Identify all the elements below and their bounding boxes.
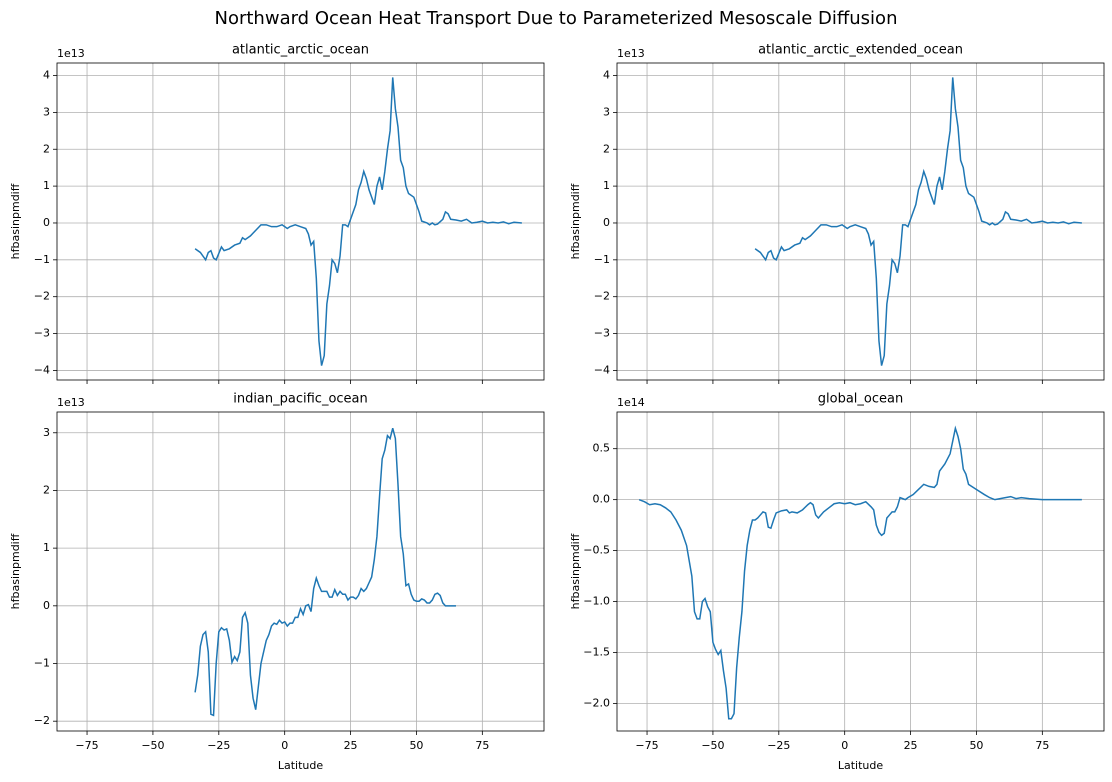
axes-frame [56,62,545,381]
y-tick-label: −1 [34,657,50,670]
x-tick-label: −25 [767,739,790,752]
y-tick-label: 1 [603,179,610,192]
y-tick-label: 3 [43,105,50,118]
data-line [194,427,456,717]
x-axis-label: Latitude [838,759,884,772]
y-axis-label: hfbasinpmdiff [9,533,22,609]
offset-label: 1e13 [57,396,85,409]
subplot-title: global_ocean [818,392,903,407]
y-tick-label: −3 [594,327,610,340]
y-tick-label: −2 [594,290,610,303]
data-line [638,425,1082,720]
x-tick-label: −75 [635,739,658,752]
x-tick-label: −75 [75,739,98,752]
y-tick-label: −4 [594,363,610,376]
y-tick-label: −2 [34,714,50,727]
figure-title: Northward Ocean Heat Transport Due to Pa… [215,8,898,29]
y-tick-label: 1 [43,179,50,192]
y-tick-label: −4 [34,363,50,376]
y-tick-label: 0 [603,216,610,229]
y-tick-label: −3 [34,327,50,340]
x-tick-label: 0 [841,739,848,752]
y-axis-label: hfbasinpmdiff [9,183,22,259]
y-tick-label: 4 [603,69,610,82]
subplot-title: atlantic_arctic_ocean [232,43,369,58]
y-tick-label: 2 [43,142,50,155]
x-tick-label: 75 [475,739,489,752]
axes-frame [56,411,545,732]
y-tick-label: −1.5 [583,646,610,659]
y-tick-label: 2 [43,483,50,496]
x-tick-label: 25 [904,739,918,752]
x-tick-label: 0 [281,739,288,752]
y-tick-label: −1 [594,253,610,266]
y-tick-label: 3 [43,426,50,439]
x-tick-label: 50 [409,739,423,752]
data-line [194,77,522,366]
subplot-title: indian_pacific_ocean [233,392,368,407]
y-tick-label: −1 [34,253,50,266]
data-line [754,77,1082,366]
y-tick-label: 0.0 [593,493,611,506]
y-tick-label: −2 [34,290,50,303]
offset-label: 1e13 [617,47,645,60]
x-tick-label: −50 [141,739,164,752]
x-tick-label: −50 [701,739,724,752]
offset-label: 1e13 [57,47,85,60]
y-tick-label: −0.5 [583,544,610,557]
x-tick-label: −25 [207,739,230,752]
y-axis-label: hfbasinpmdiff [569,533,582,609]
y-tick-label: 3 [603,105,610,118]
axes-frame [616,62,1105,381]
y-tick-label: 0 [43,216,50,229]
y-tick-label: 0 [43,599,50,612]
y-tick-label: −1.0 [583,595,610,608]
y-tick-label: −2.0 [583,696,610,709]
x-axis-label: Latitude [278,759,324,772]
y-tick-label: 1 [43,541,50,554]
x-tick-label: 75 [1035,739,1049,752]
y-axis-label: hfbasinpmdiff [569,183,582,259]
y-tick-label: 0.5 [593,442,611,455]
subplot-title: atlantic_arctic_extended_ocean [758,43,963,58]
offset-label: 1e14 [617,396,645,409]
x-tick-label: 50 [969,739,983,752]
y-tick-label: 4 [43,69,50,82]
axes-frame [616,411,1105,732]
x-tick-label: 25 [344,739,358,752]
y-tick-label: 2 [603,142,610,155]
